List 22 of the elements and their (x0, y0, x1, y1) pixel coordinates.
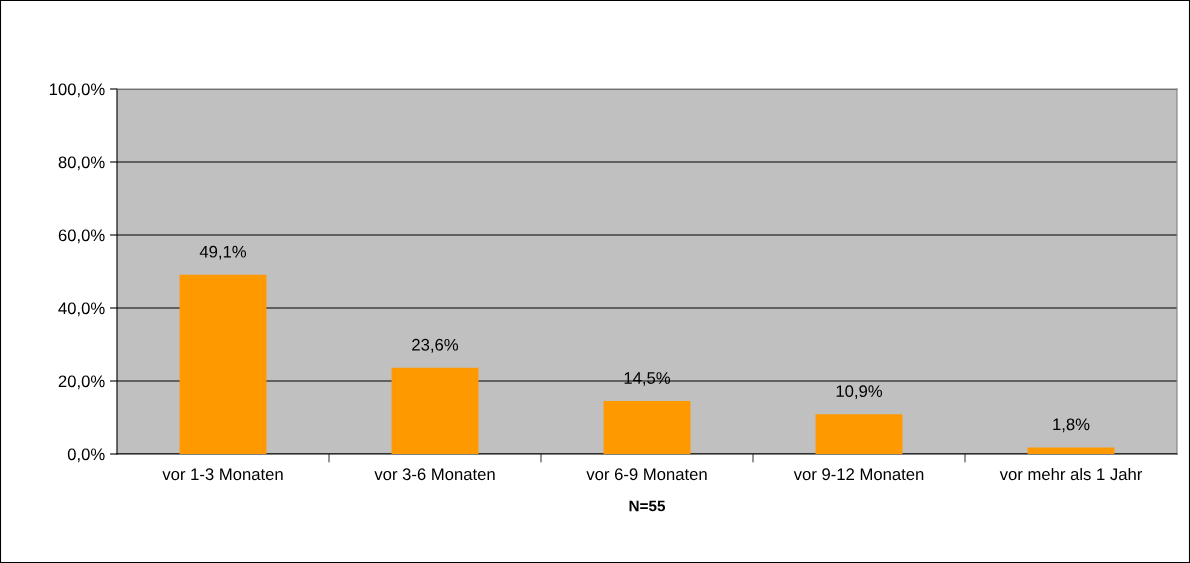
data-label: 23,6% (412, 338, 459, 353)
data-label: 1,8% (1053, 418, 1090, 433)
y-tick-label: 0,0% (67, 448, 105, 463)
x-axis-title: N=55 (629, 500, 666, 512)
data-label: 14,5% (624, 372, 671, 386)
bar (815, 414, 903, 454)
data-label: 10,9% (836, 385, 883, 399)
x-tick-label: vor 6-9 Monaten (586, 468, 707, 481)
x-tick-label: vor 3-6 Monaten (374, 468, 495, 481)
y-tick-label: 80,0% (58, 156, 105, 171)
x-tick-label: vor mehr als 1 Jahr (999, 467, 1143, 481)
data-label: 49,1% (199, 245, 247, 260)
y-tick-label: 60,0% (58, 229, 105, 244)
y-tick-label: 100,0% (49, 83, 105, 98)
bar (391, 367, 479, 454)
bar (603, 401, 691, 454)
bar (1027, 447, 1115, 454)
bar (179, 274, 267, 454)
y-tick-label: 20,0% (58, 375, 105, 390)
y-tick-label: 40,0% (58, 302, 105, 317)
x-tick-label: vor 1-3 Monaten (162, 468, 283, 481)
x-tick-label: vor 9-12 Monaten (793, 468, 924, 481)
